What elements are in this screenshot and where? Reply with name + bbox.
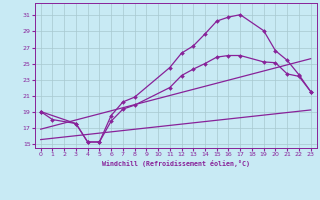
- X-axis label: Windchill (Refroidissement éolien,°C): Windchill (Refroidissement éolien,°C): [102, 160, 250, 167]
